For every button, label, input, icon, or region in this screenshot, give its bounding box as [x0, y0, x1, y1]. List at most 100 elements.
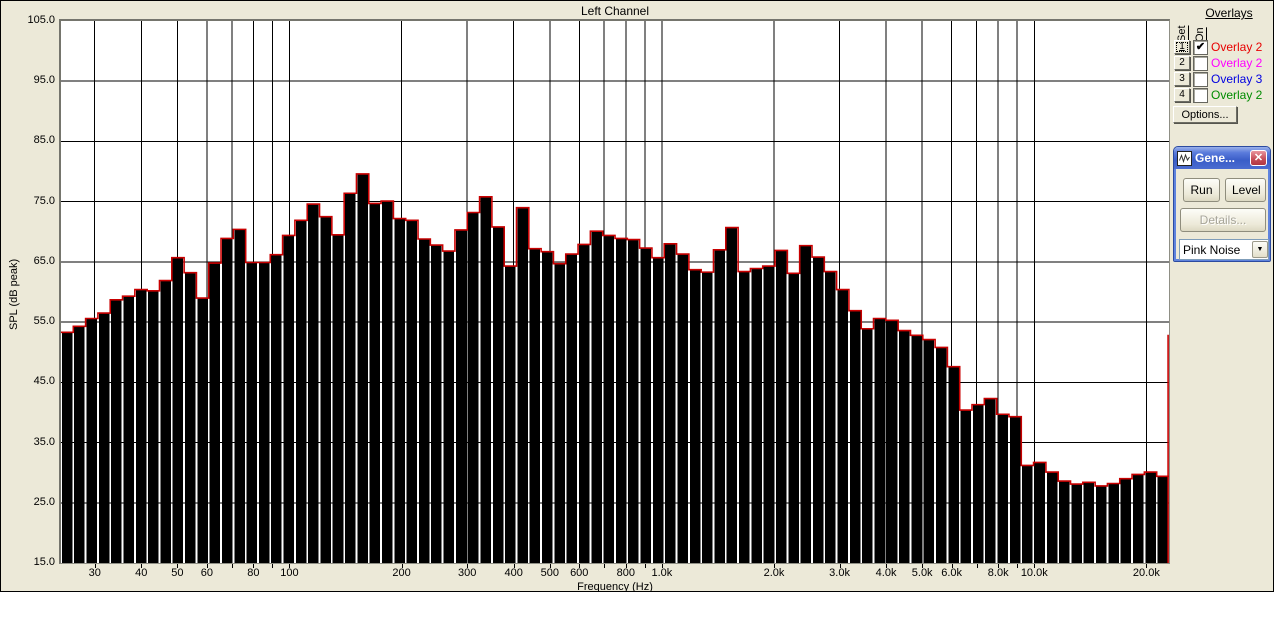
spectrum-bar: [972, 404, 984, 563]
chevron-down-icon[interactable]: ▼: [1252, 241, 1268, 258]
details-button: Details...: [1180, 208, 1266, 232]
set-column-label: Set: [1176, 25, 1188, 42]
spectrum-bar: [591, 231, 602, 563]
spectrum-bar: [1009, 416, 1021, 563]
generator-window-title: Gene...: [1195, 151, 1236, 165]
spectrum-bar: [652, 257, 664, 563]
spectrum-bar: [197, 298, 208, 563]
generator-titlebar[interactable]: Gene... ✕: [1174, 147, 1270, 169]
y-axis-label: 65.0: [33, 254, 55, 267]
spectrum-bar: [997, 414, 1009, 563]
spectrum-bar: [1071, 484, 1082, 563]
spectrum-bar: [788, 273, 799, 563]
x-tick: [922, 564, 923, 568]
spectrum-bar: [295, 220, 307, 563]
waveform-icon: [1177, 150, 1192, 166]
level-button[interactable]: Level: [1225, 178, 1266, 202]
x-tick: [467, 564, 468, 568]
spectrum-bar: [394, 218, 405, 563]
spectrum-bar: [271, 254, 282, 563]
x-tick: [402, 564, 403, 568]
spectrum-bar: [209, 263, 221, 563]
spectrum-bar: [862, 328, 873, 563]
x-tick: [232, 564, 233, 568]
spectrum-bar: [86, 318, 98, 563]
spectrum-bar: [308, 204, 319, 563]
y-axis-label: 25.0: [33, 495, 55, 508]
spectrum-bar: [443, 251, 455, 564]
spectrum-bar: [948, 366, 959, 563]
x-axis-label: 3.0k: [829, 567, 850, 579]
spectrum-bar: [911, 335, 922, 563]
spectrum-bar: [935, 347, 947, 563]
x-axis-label: 80: [247, 567, 260, 579]
chart-title: Left Channel: [580, 4, 650, 18]
x-axis-label: 200: [392, 567, 411, 579]
overlays-panel-title: Overlays: [1205, 6, 1253, 20]
spectrum-bar: [160, 280, 171, 563]
overlay-on-checkbox-3[interactable]: [1193, 72, 1208, 87]
spectrum-bar: [123, 296, 134, 563]
x-tick: [95, 564, 96, 568]
spectrum-bar: [677, 254, 688, 563]
close-icon[interactable]: ✕: [1250, 150, 1267, 166]
options-button[interactable]: Options...: [1173, 106, 1237, 123]
overlay-on-checkbox-1[interactable]: ✔: [1193, 40, 1208, 55]
overlay-set-button-3[interactable]: 3: [1174, 72, 1190, 86]
y-axis-label: 85.0: [33, 134, 55, 147]
spectrum-bar: [640, 248, 652, 564]
x-tick: [1034, 564, 1035, 568]
trace-outline: [61, 173, 1169, 487]
spectrum-bar: [665, 243, 676, 563]
overlay-on-checkbox-4[interactable]: [1193, 88, 1208, 103]
spectrum-bar: [615, 238, 627, 563]
spectrum-bar: [369, 203, 381, 563]
spectrum-bar: [1059, 481, 1070, 563]
spectrum-bar: [702, 272, 713, 563]
signal-select[interactable]: Pink Noise ▼: [1179, 239, 1269, 260]
x-tick: [253, 564, 254, 568]
x-axis-label: 4.0k: [875, 567, 897, 579]
spectrum-bar: [381, 201, 393, 563]
y-axis-label: 55.0: [33, 315, 55, 328]
overlay-set-button-1[interactable]: 1: [1174, 40, 1190, 54]
spectrum-bar: [739, 271, 750, 563]
spectrum-bar: [1046, 472, 1058, 563]
spectrum-bar: [726, 227, 738, 563]
x-tick: [662, 564, 663, 568]
spectrum-bar: [1132, 474, 1144, 563]
spectrum-bar: [1108, 483, 1119, 563]
spectrum-bar: [357, 173, 368, 563]
spectrum-bar: [1145, 472, 1156, 563]
overlay-set-button-2[interactable]: 2: [1174, 56, 1190, 70]
spectrum-bar: [751, 268, 762, 563]
x-axis-label: 10.0k: [1020, 567, 1048, 579]
overlay-label: Overlay 2: [1211, 56, 1263, 70]
x-tick: [626, 564, 627, 568]
spectrum-bar: [825, 271, 836, 563]
spectrum-bar: [320, 216, 331, 563]
spectrum-bar: [1022, 465, 1033, 563]
spectrum-bar: [775, 250, 787, 563]
run-button[interactable]: Run: [1183, 178, 1220, 202]
spectrum-bar: [566, 254, 578, 563]
overlay-label: Overlay 2: [1211, 88, 1263, 102]
overlay-label: Overlay 2: [1211, 40, 1263, 54]
x-axis-label: 800: [616, 567, 635, 579]
x-axis-label: 600: [570, 567, 589, 579]
x-tick: [289, 564, 290, 568]
spectrum-bar: [874, 318, 885, 563]
overlay-on-checkbox-2[interactable]: [1193, 56, 1208, 71]
x-axis-label: 20.0k: [1132, 567, 1160, 579]
x-tick: [1146, 564, 1147, 568]
signal-select-value: Pink Noise: [1183, 242, 1241, 257]
spectrum-bar: [763, 266, 775, 563]
overlay-set-button-4[interactable]: 4: [1174, 88, 1190, 102]
x-axis-label: 30: [88, 567, 101, 579]
generator-window: Gene... ✕ Run Level Details... Pink Nois…: [1173, 146, 1271, 262]
spectrum-bar: [1083, 482, 1095, 563]
spectrum-bar: [98, 313, 110, 563]
x-axis-label: 2.0k: [763, 567, 785, 579]
x-tick: [514, 564, 515, 568]
analyzer-window: Left Channel SPL (dB peak) 105.0 95.0 85.0…: [0, 0, 1274, 592]
